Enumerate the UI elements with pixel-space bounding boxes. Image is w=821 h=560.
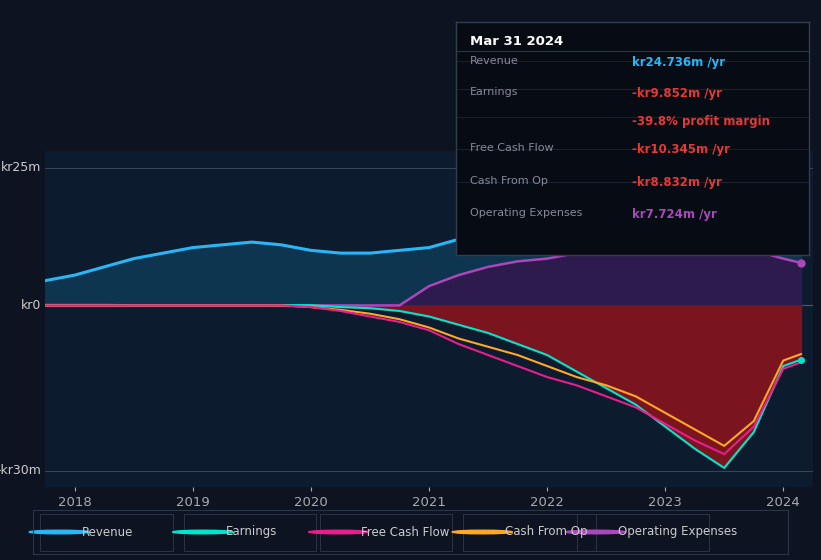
Text: Free Cash Flow: Free Cash Flow [361,525,450,539]
Text: Operating Expenses: Operating Expenses [618,525,737,539]
Text: kr24.736m /yr: kr24.736m /yr [632,56,725,69]
Text: Cash From Op: Cash From Op [505,525,587,539]
Text: kr7.724m /yr: kr7.724m /yr [632,208,717,221]
Circle shape [172,530,233,534]
Circle shape [309,530,369,534]
Text: Earnings: Earnings [470,87,518,97]
Circle shape [566,530,626,534]
Text: Operating Expenses: Operating Expenses [470,208,582,218]
Text: Revenue: Revenue [82,525,133,539]
Text: Free Cash Flow: Free Cash Flow [470,143,553,153]
Text: Revenue: Revenue [470,56,519,66]
Text: -kr9.852m /yr: -kr9.852m /yr [632,87,722,100]
Text: -kr8.832m /yr: -kr8.832m /yr [632,176,722,189]
Text: -39.8% profit margin: -39.8% profit margin [632,115,770,128]
Text: kr0: kr0 [21,299,41,312]
Text: Mar 31 2024: Mar 31 2024 [470,35,563,48]
Circle shape [452,530,512,534]
Text: Earnings: Earnings [226,525,277,539]
Circle shape [29,530,89,534]
Text: Cash From Op: Cash From Op [470,176,548,186]
Text: -kr10.345m /yr: -kr10.345m /yr [632,143,730,156]
Text: kr25m: kr25m [1,161,41,174]
Text: -kr30m: -kr30m [0,464,41,477]
